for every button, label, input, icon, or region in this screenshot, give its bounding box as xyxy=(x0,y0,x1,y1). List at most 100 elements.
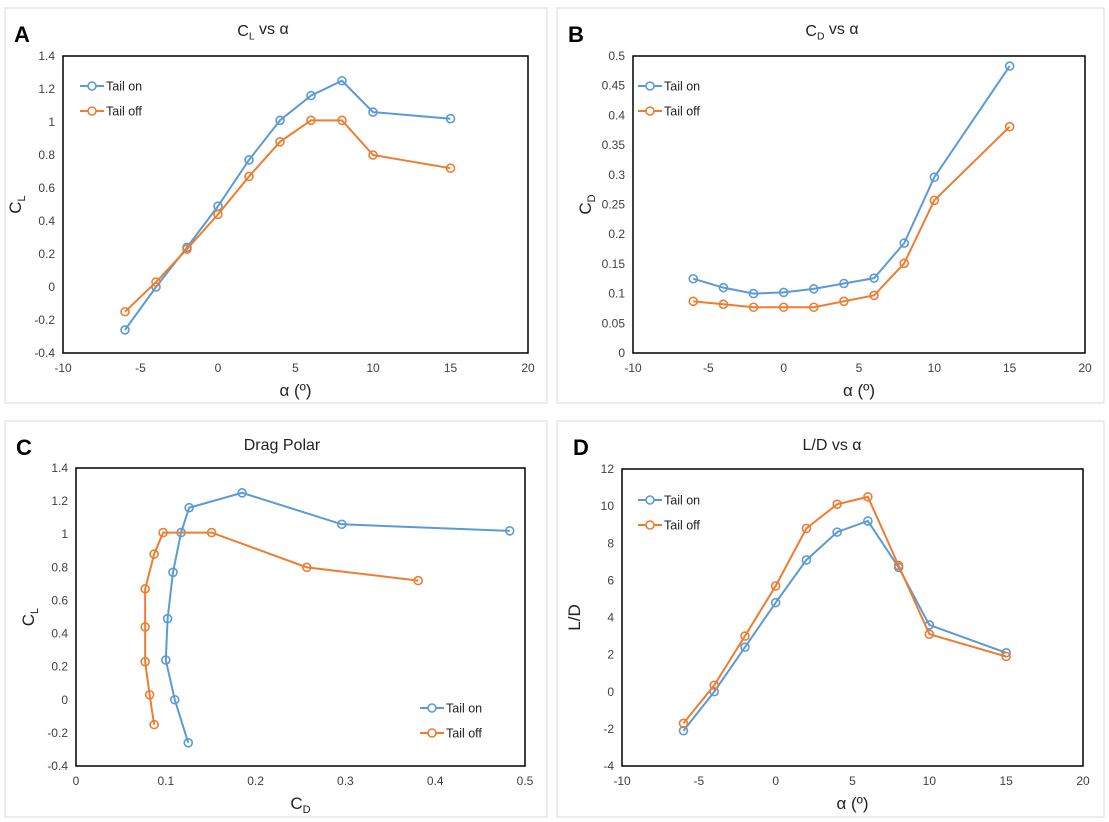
panel-letter: A xyxy=(14,22,30,47)
y-tick-label: 6 xyxy=(607,573,614,587)
x-tick-label: 0.3 xyxy=(337,774,354,788)
x-tick-label: -10 xyxy=(624,361,642,375)
legend-entry: Tail off xyxy=(638,105,700,119)
legend-label: Tail on xyxy=(664,494,700,508)
data-point-tail-on xyxy=(1004,61,1015,71)
data-point-tail-off xyxy=(413,575,423,586)
data-point-tail-off xyxy=(688,296,699,307)
legend-marker xyxy=(87,81,97,91)
data-point-tail-on xyxy=(778,287,789,298)
y-tick-label: 0.4 xyxy=(38,214,55,228)
y-tick-label: 0 xyxy=(607,685,614,699)
data-point-tail-off xyxy=(924,629,935,640)
legend-label: Tail off xyxy=(446,727,482,741)
x-tick-label: -10 xyxy=(613,774,631,788)
y-tick-label: 0.4 xyxy=(51,627,68,641)
x-tick-label: 5 xyxy=(292,361,299,375)
series-line-tail-on xyxy=(124,79,451,331)
data-point-tail-on xyxy=(183,738,194,748)
panel-letter: D xyxy=(573,435,589,460)
y-tick-label: 0.1 xyxy=(608,287,625,301)
chart-title-main: C xyxy=(805,23,817,40)
x-axis-label: α (º) xyxy=(279,381,311,400)
data-point-tail-off xyxy=(306,115,316,126)
data-point-tail-off xyxy=(740,631,750,641)
data-point-tail-on xyxy=(718,282,729,293)
y-tick-label: 0.4 xyxy=(608,108,625,122)
legend-label: Tail on xyxy=(446,702,482,716)
data-point-tail-off xyxy=(140,622,150,632)
plot-area xyxy=(632,55,1086,354)
data-point-tail-off xyxy=(144,690,155,700)
y-tick-label: 0.2 xyxy=(38,247,55,261)
data-point-tail-on xyxy=(337,519,347,530)
chart-title: L/D vs α xyxy=(802,437,861,454)
data-point-tail-off xyxy=(709,680,720,691)
legend-label: Tail on xyxy=(106,80,142,94)
y-tick-label: 0.8 xyxy=(51,560,68,574)
x-axis-label-main: α (º) xyxy=(279,381,311,400)
y-tick-label: -0.2 xyxy=(47,726,68,740)
x-tick-label: 15 xyxy=(999,774,1013,788)
y-tick-label: -0.4 xyxy=(34,346,55,360)
y-tick-label: 0.35 xyxy=(602,138,626,152)
chart-title: Drag Polar xyxy=(244,437,321,454)
legend-entry: Tail on xyxy=(638,80,700,94)
x-tick-label: -10 xyxy=(54,361,72,375)
chart-panel-c: C Drag Polar -0.4 -0.2 0 0.2 0.4 0.6 0.8 1 1.2 1.4 0… xyxy=(4,420,548,818)
y-tick-label: 0 xyxy=(618,346,625,360)
y-tick-label: 1.2 xyxy=(51,494,68,508)
y-tick-label: 0.45 xyxy=(602,79,626,93)
chart-title-subscript: L xyxy=(249,32,255,43)
data-point-tail-off xyxy=(832,499,842,510)
data-point-tail-on xyxy=(244,155,254,165)
x-axis-label-main: C xyxy=(290,794,302,813)
x-tick-label: 0 xyxy=(73,774,80,788)
data-point-tail-off xyxy=(1001,651,1011,662)
y-tick-label: 0.2 xyxy=(51,660,68,674)
y-tick-label: 1 xyxy=(61,527,68,541)
data-point-tail-on xyxy=(801,555,812,565)
data-point-tail-off xyxy=(893,560,904,571)
y-tick-label: 12 xyxy=(601,462,615,476)
data-point-tail-on xyxy=(237,488,247,498)
data-point-tail-off xyxy=(206,527,217,538)
chart-panel-a: A CL vs α-0.4-0.200.20.40.60.811.21.4-10-… xyxy=(4,7,548,404)
data-point-tail-off xyxy=(120,306,130,317)
data-point-tail-on xyxy=(168,567,178,578)
data-point-tail-off xyxy=(770,581,781,591)
x-tick-label: 20 xyxy=(1078,361,1092,375)
data-point-tail-off xyxy=(1004,121,1015,132)
x-tick-label: 5 xyxy=(849,774,856,788)
x-tick-label: 10 xyxy=(923,774,937,788)
data-point-tail-off xyxy=(678,718,689,729)
data-point-tail-off xyxy=(244,171,254,182)
data-point-tail-off xyxy=(337,115,347,126)
y-tick-label: 0.5 xyxy=(608,49,625,63)
data-point-tail-off xyxy=(149,719,159,730)
data-point-tail-off xyxy=(368,150,378,160)
y-tick-label: 0.15 xyxy=(602,257,626,271)
data-point-tail-off xyxy=(808,302,819,313)
x-tick-label: -5 xyxy=(703,361,714,375)
x-axis-label: α (º) xyxy=(843,381,875,400)
x-tick-label: 0.5 xyxy=(517,774,534,788)
y-tick-label: -4 xyxy=(603,759,614,773)
y-tick-label: 4 xyxy=(607,611,614,625)
y-tick-label: 1.4 xyxy=(38,49,55,63)
legend-marker xyxy=(645,81,655,91)
data-point-tail-on xyxy=(899,238,910,248)
y-axis-label-subscript: L xyxy=(16,195,28,201)
data-point-tail-on xyxy=(161,655,171,665)
legend-label: Tail off xyxy=(664,105,700,119)
y-axis-label: L/D xyxy=(565,604,584,630)
y-tick-label: -0.4 xyxy=(47,759,68,773)
data-point-tail-on xyxy=(275,115,285,126)
data-point-tail-off xyxy=(929,195,940,206)
chart-title-main: L/D vs α xyxy=(802,437,861,454)
y-axis-label-main: L/D xyxy=(565,604,584,630)
data-point-tail-on xyxy=(368,107,378,117)
panel-letter: C xyxy=(16,435,32,460)
legend-marker xyxy=(427,703,437,713)
data-point-tail-on xyxy=(120,325,130,335)
